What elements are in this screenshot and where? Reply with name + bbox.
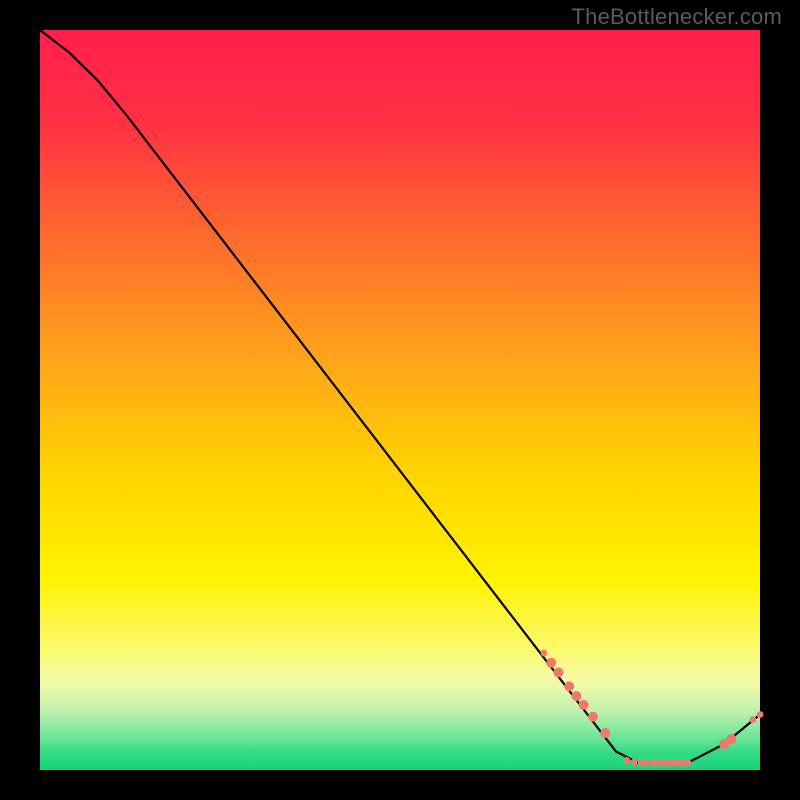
chart-container (0, 0, 800, 800)
curve-marker (588, 712, 598, 722)
plot-gradient-background (40, 30, 760, 770)
curve-marker (644, 759, 651, 766)
curve-marker (553, 667, 563, 677)
watermark-text: TheBottlenecker.com (572, 4, 782, 30)
curve-marker (546, 658, 556, 668)
curve-marker (541, 650, 548, 657)
curve-marker (579, 700, 589, 710)
curve-marker (757, 711, 764, 718)
curve-marker (600, 728, 610, 738)
curve-marker (749, 716, 756, 723)
curve-marker (726, 734, 736, 744)
curve-marker (623, 757, 630, 764)
curve-marker (564, 681, 574, 691)
bottleneck-curve-chart (0, 0, 800, 800)
curve-marker (685, 759, 692, 766)
curve-marker (631, 758, 638, 765)
curve-marker (571, 691, 581, 701)
